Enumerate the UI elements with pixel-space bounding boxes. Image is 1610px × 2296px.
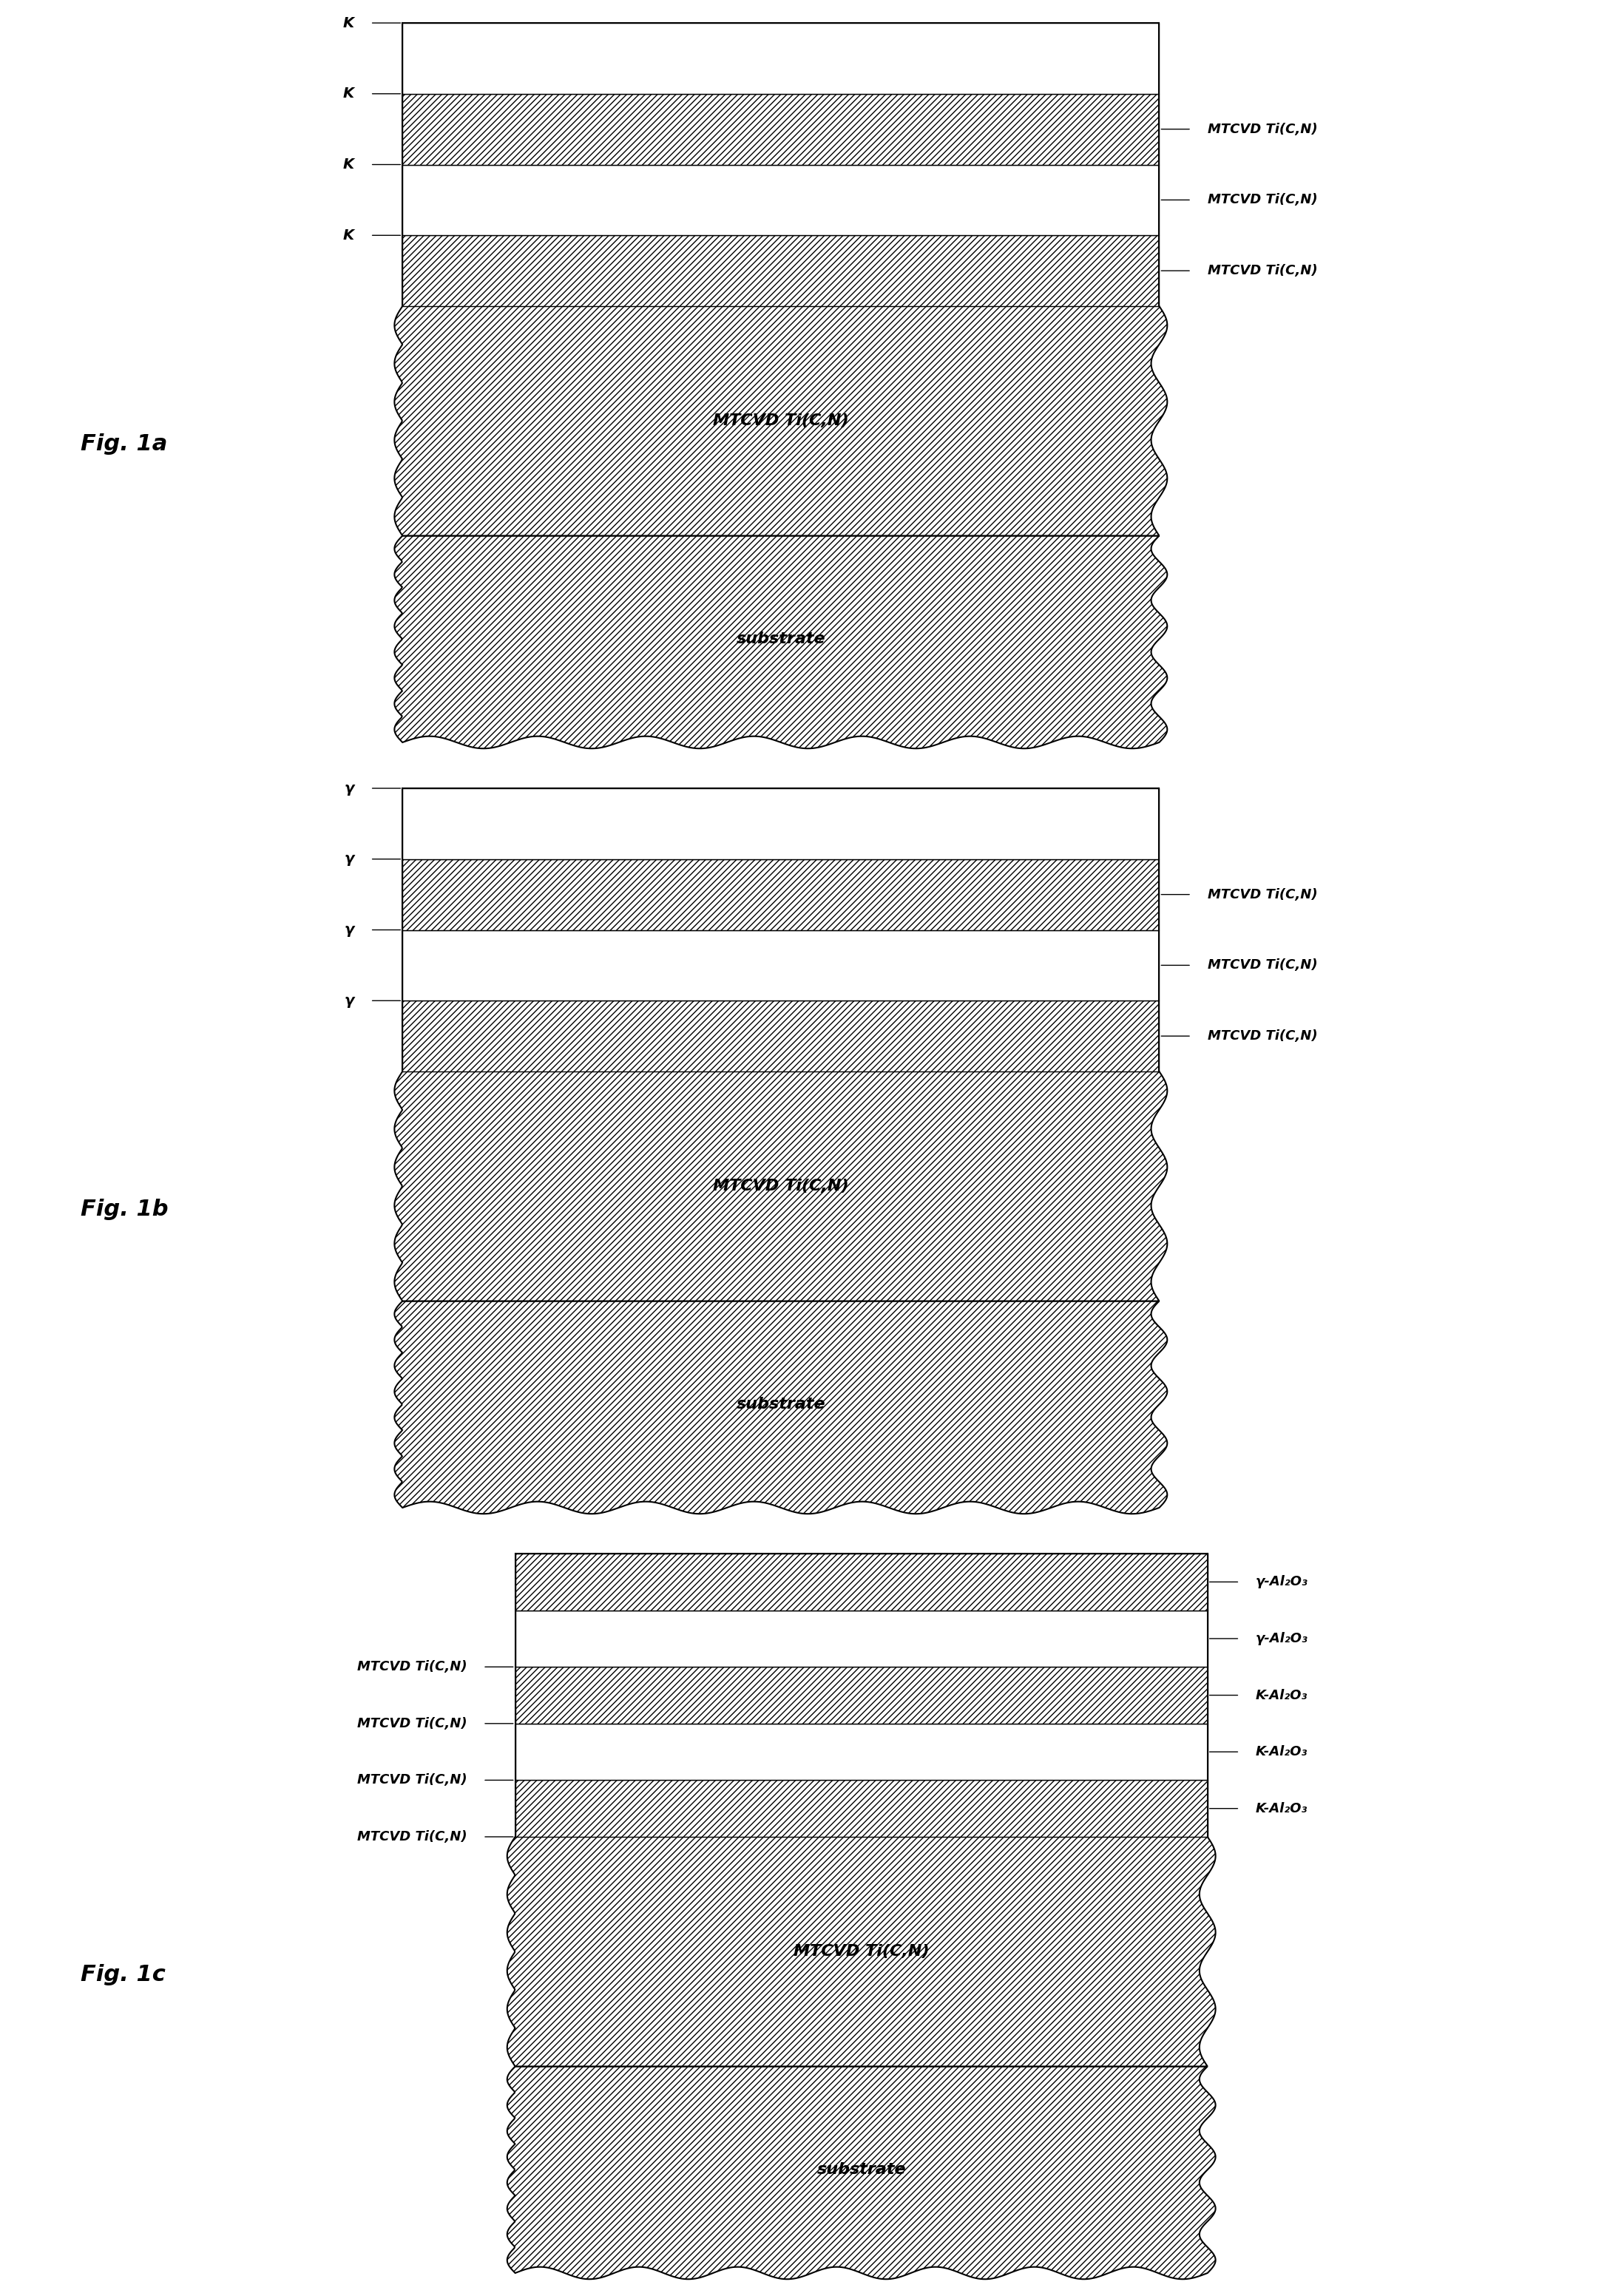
Text: γ: γ: [345, 781, 354, 794]
Bar: [515, 1554, 1208, 1609]
Text: MTCVD Ti(C,N): MTCVD Ti(C,N): [357, 1660, 467, 1674]
Text: MTCVD Ti(C,N): MTCVD Ti(C,N): [713, 413, 848, 429]
Text: K: K: [343, 158, 354, 172]
Bar: [515, 1779, 1208, 1837]
Bar: [402, 859, 1159, 930]
Text: K-Al₂O₃: K-Al₂O₃: [1256, 1745, 1307, 1759]
Bar: [402, 1001, 1159, 1072]
Text: K: K: [343, 16, 354, 30]
Text: γ: γ: [345, 923, 354, 937]
Bar: [515, 1609, 1208, 1667]
Bar: [402, 165, 1159, 234]
Text: MTCVD Ti(C,N): MTCVD Ti(C,N): [1208, 960, 1317, 971]
Text: K-Al₂O₃: K-Al₂O₃: [1256, 1688, 1307, 1701]
Polygon shape: [394, 535, 1167, 748]
Text: γ: γ: [345, 852, 354, 866]
Text: γ-Al₂O₃: γ-Al₂O₃: [1256, 1632, 1307, 1646]
Bar: [402, 23, 1159, 94]
Bar: [402, 234, 1159, 305]
Polygon shape: [507, 1837, 1216, 2066]
Text: MTCVD Ti(C,N): MTCVD Ti(C,N): [1208, 122, 1317, 135]
Text: MTCVD Ti(C,N): MTCVD Ti(C,N): [357, 1830, 467, 1844]
Text: MTCVD Ti(C,N): MTCVD Ti(C,N): [1208, 1029, 1317, 1042]
Text: substrate: substrate: [736, 631, 826, 647]
Text: Fig. 1c: Fig. 1c: [81, 1963, 166, 1986]
Bar: [402, 94, 1159, 165]
Polygon shape: [394, 1072, 1167, 1302]
Bar: [402, 788, 1159, 859]
Text: substrate: substrate: [816, 2163, 906, 2177]
Text: MTCVD Ti(C,N): MTCVD Ti(C,N): [1208, 264, 1317, 278]
Bar: [515, 1667, 1208, 1724]
Text: Fig. 1a: Fig. 1a: [81, 434, 167, 455]
Text: γ: γ: [345, 994, 354, 1008]
Bar: [515, 1724, 1208, 1779]
Text: K: K: [343, 87, 354, 101]
Text: K: K: [343, 227, 354, 243]
Text: MTCVD Ti(C,N): MTCVD Ti(C,N): [794, 1945, 929, 1958]
Text: MTCVD Ti(C,N): MTCVD Ti(C,N): [1208, 889, 1317, 900]
Polygon shape: [394, 305, 1167, 535]
Text: MTCVD Ti(C,N): MTCVD Ti(C,N): [1208, 193, 1317, 207]
Polygon shape: [507, 2066, 1216, 2280]
Text: γ-Al₂O₃: γ-Al₂O₃: [1256, 1575, 1307, 1589]
Text: K-Al₂O₃: K-Al₂O₃: [1256, 1802, 1307, 1816]
Text: MTCVD Ti(C,N): MTCVD Ti(C,N): [357, 1773, 467, 1786]
Text: MTCVD Ti(C,N): MTCVD Ti(C,N): [713, 1178, 848, 1194]
Bar: [402, 930, 1159, 1001]
Text: substrate: substrate: [736, 1396, 826, 1412]
Polygon shape: [394, 1302, 1167, 1513]
Text: MTCVD Ti(C,N): MTCVD Ti(C,N): [357, 1717, 467, 1731]
Text: Fig. 1b: Fig. 1b: [81, 1199, 167, 1219]
